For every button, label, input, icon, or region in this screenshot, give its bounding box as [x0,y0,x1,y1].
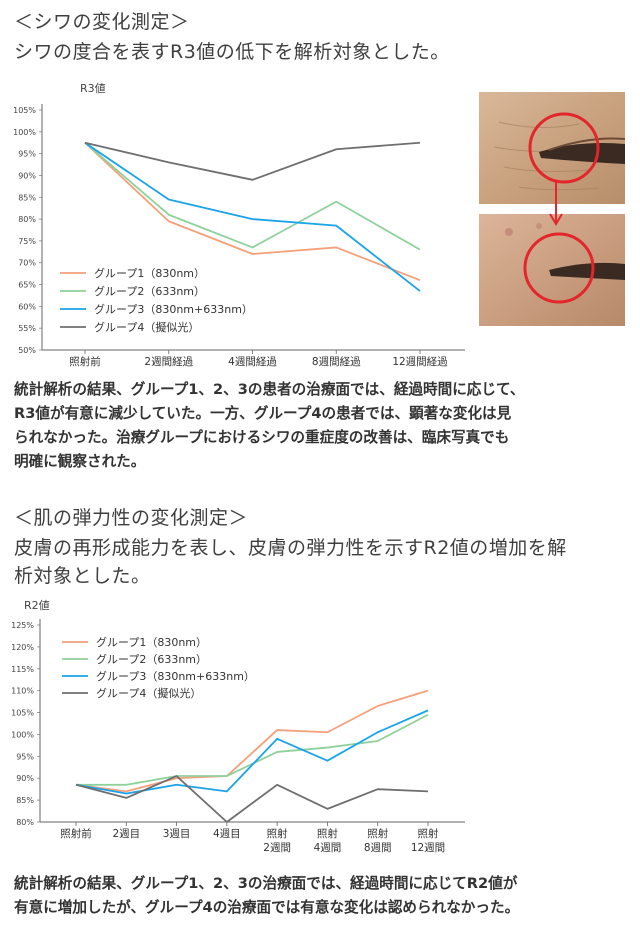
legend-label: グループ2（633nm） [96,652,207,666]
section1-paragraph: 統計解析の結果、グループ1、2、3の患者の治療面では、経過時間に応じて、 R3値… [14,381,525,470]
y-tick-label: 70% [18,259,36,268]
y-tick-label: 85% [16,796,34,805]
legend-label: グループ1（830nm） [94,266,205,280]
x-tick-label: 8週間 [364,842,392,854]
y-tick-label: 110% [11,687,34,696]
r3-chart: R3値 50% 55% 60% 65% 70% 75% 80% 85% 90% 95% 100% 105… [13,82,465,368]
x-tick-label: 2週間 [263,842,291,854]
section1-heading: ＜シワの変化測定＞ [14,11,190,33]
x-tick-label: 照射 [317,827,338,840]
y-tick-label: 85% [18,193,36,202]
x-tick-label: 4週間経過 [228,355,277,368]
eye-wrinkle-before-photo [479,92,625,204]
x-tick-label: 12週間 [411,842,445,854]
y-tick-label: 115% [11,665,34,674]
series-line-2 [84,142,421,251]
eye-wrinkle-after-photo [479,214,625,326]
arrow-down-icon [549,180,563,226]
y-tick-label: 90% [18,171,36,180]
legend-label: グループ3（830nm+633nm） [94,302,253,316]
y-axis-label: R2値 [24,599,50,612]
y-tick-label: 75% [18,237,36,246]
y-tick-label: 120% [11,643,34,652]
y-tick-label: 90% [16,774,34,783]
x-tick-label: 2週間経過 [144,355,193,368]
y-tick-label: 95% [18,150,36,159]
x-tick-label: 4週間 [314,842,342,854]
series-line-4 [75,775,429,823]
section2-subheading-line1: 皮膚の再形成能力を表し、皮膚の弾力性を示すR2値の増加を解 [14,537,567,559]
x-tick-label: 照射 [418,827,439,840]
series-line-3 [84,141,421,292]
r2-chart: R2値 80% 85% 90% 95% 100% 105% 110% 115% 120% 125% 照… [11,599,465,854]
x-tick-label: 12週間経過 [392,355,448,368]
section1-subheading: シワの度合を表すR3値の低下を解析対象とした。 [14,41,450,63]
section2-subheading-line2: 析対象とした。 [14,565,151,587]
x-tick-label: 照射 [367,827,388,840]
legend-label: グループ1（830nm） [96,635,207,649]
legend-label: グループ3（830nm+633nm） [96,669,255,683]
y-tick-label: 105% [11,709,34,718]
legend-label: グループ4（擬似光） [94,320,199,334]
series-line-4 [84,141,421,181]
x-tick-label: 4週目 [213,828,241,840]
y-tick-label: 50% [18,346,36,355]
x-tick-label: 照射前 [69,355,101,368]
y-tick-label: 60% [18,302,36,311]
y-tick-label: 100% [11,730,34,739]
x-tick-label: 3週目 [163,828,191,840]
y-tick-label: 55% [18,324,36,333]
legend-label: グループ2（633nm） [94,284,205,298]
section2-heading: ＜肌の弾力性の変化測定＞ [14,507,249,529]
x-tick-label: 照射 [267,827,288,840]
y-tick-label: 105% [13,106,36,115]
x-tick-label: 2週目 [112,828,140,840]
y-tick-label: 100% [13,128,36,137]
series-line-1 [75,689,429,793]
series-line-1 [84,142,421,282]
legend-label: グループ4（擬似光） [96,686,201,700]
section2-paragraph: 統計解析の結果、グループ1、2、3の治療面では、経過時間に応じてR2値が 有意に… [14,875,520,916]
y-tick-label: 80% [16,818,34,827]
x-tick-label: 8週間経過 [312,355,361,368]
y-tick-label: 95% [16,752,34,761]
y-tick-label: 65% [18,281,36,290]
y-tick-label: 125% [11,621,34,630]
x-tick-label: 照射前 [60,827,92,840]
y-tick-label: 80% [18,215,36,224]
series-line-2 [76,713,429,786]
series-line-3 [75,709,429,795]
y-axis-label: R3値 [80,82,106,95]
